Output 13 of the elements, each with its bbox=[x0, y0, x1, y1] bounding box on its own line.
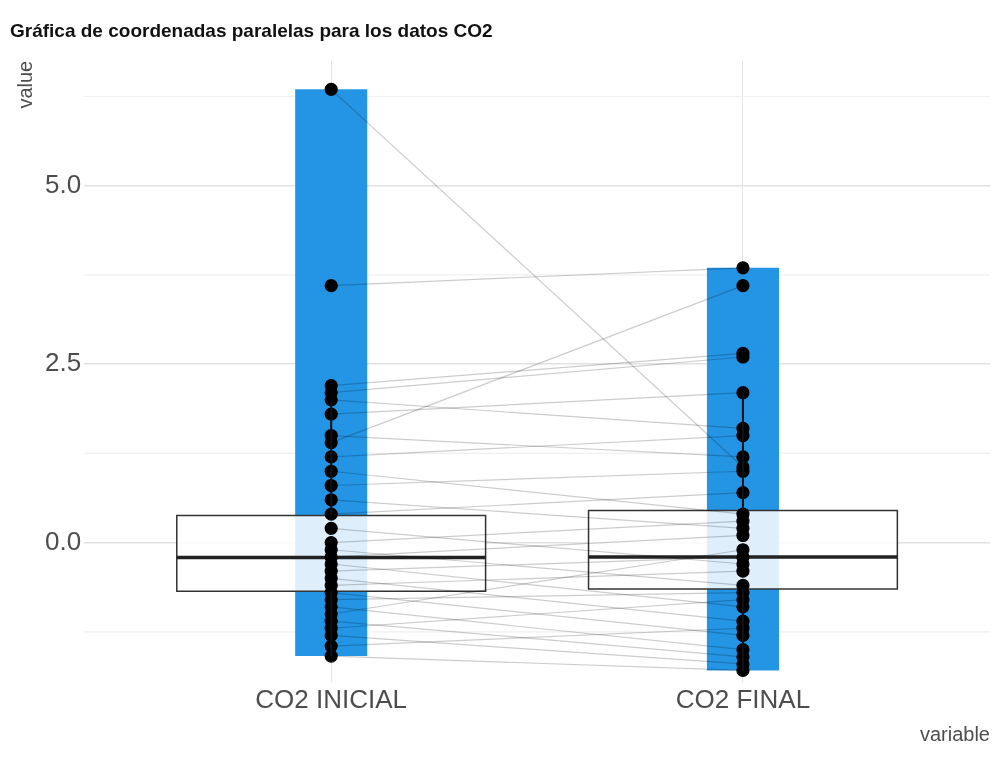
y-tick-label: 5.0 bbox=[44, 168, 82, 199]
x-axis-title: variable bbox=[919, 722, 990, 745]
point bbox=[736, 279, 750, 293]
x-tick-label: CO2 FINAL bbox=[675, 683, 811, 714]
chart-title: Gráfica de coordenadas paralelas para los datos CO2 bbox=[10, 19, 493, 41]
point bbox=[324, 82, 338, 96]
x-tick-label: CO2 INICIAL bbox=[255, 683, 408, 714]
point bbox=[736, 261, 750, 275]
y-axis-title: value bbox=[13, 60, 36, 109]
y-tick-label: 0.0 bbox=[44, 525, 82, 556]
point bbox=[324, 521, 338, 535]
point bbox=[324, 279, 338, 293]
y-tick-label: 2.5 bbox=[44, 347, 82, 378]
